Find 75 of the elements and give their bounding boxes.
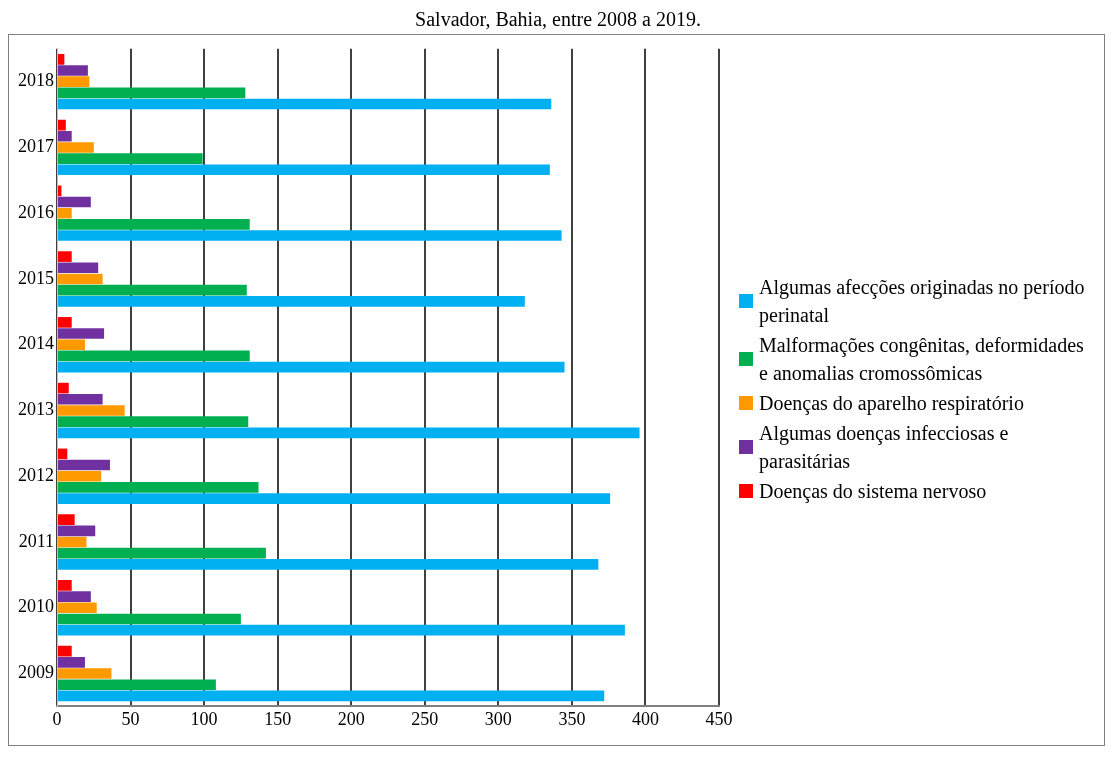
bar: [58, 482, 259, 493]
bar: [58, 525, 96, 537]
x-tick-label: 0: [52, 708, 62, 729]
x-tick-label: 350: [558, 708, 586, 729]
bar: [58, 591, 91, 602]
y-tick-label: 2018: [18, 70, 54, 91]
bar: [58, 119, 66, 131]
y-tick-label: 2016: [18, 201, 54, 222]
bar: [58, 382, 69, 394]
bar: [58, 296, 525, 307]
bar: [58, 350, 250, 362]
x-tick-label: 200: [337, 708, 365, 729]
y-tick-label: 2011: [18, 530, 54, 551]
bar: [58, 657, 85, 668]
bar: [58, 448, 68, 460]
bar: [58, 514, 75, 525]
bar: [58, 427, 640, 439]
bar: [58, 76, 90, 87]
y-tick-label: 2013: [18, 399, 54, 420]
bar: [58, 273, 103, 285]
x-tick-label: 250: [411, 708, 439, 729]
bar: [58, 219, 250, 230]
bar: [58, 559, 599, 570]
bar: [58, 164, 550, 176]
bar: [58, 230, 562, 241]
bar: [58, 98, 552, 110]
legend-label: Doenças do sistema nervoso: [759, 479, 987, 505]
y-tick-label: 2015: [18, 267, 54, 288]
bar: [58, 130, 72, 142]
legend-label: Doenças do aparelho respiratório: [759, 391, 1024, 417]
legend-label: Malformações congênitas, deformidades e anomalias cromossômicas: [759, 333, 1085, 386]
bar: [58, 339, 85, 351]
legend-label: Algumas afecções originadas no período perinatal: [759, 275, 1086, 329]
bar: [58, 679, 216, 691]
bar: [58, 536, 87, 548]
x-tick-label: 100: [190, 708, 218, 729]
bar: [58, 87, 246, 99]
y-tick-label: 2017: [18, 136, 54, 157]
bar: [58, 361, 565, 373]
bar: [58, 645, 72, 657]
bar: [58, 470, 102, 482]
bar: [58, 317, 72, 328]
y-tick-label: 2009: [18, 662, 54, 683]
bar: [58, 668, 112, 679]
bar: [58, 207, 72, 219]
bar: [58, 54, 65, 65]
x-tick-label: 300: [484, 708, 512, 729]
x-tick-label: 150: [264, 708, 292, 729]
bar: [58, 262, 99, 274]
bar: [58, 602, 97, 614]
bar: [58, 416, 249, 427]
y-tick-label: 2010: [18, 596, 54, 617]
bar: [58, 613, 241, 625]
legend-label: Algumas doenças infecciosas e parasitárias: [759, 421, 1010, 475]
bar: [58, 624, 625, 636]
bar: [58, 65, 88, 76]
bar: [58, 196, 91, 208]
bar: [58, 284, 247, 296]
chart-title: Salvador, Bahia, entre 2008 a 2019.: [414, 8, 702, 32]
bar: [58, 142, 94, 153]
bar: [58, 459, 110, 471]
y-tick-label: 2012: [18, 464, 54, 485]
x-tick-label: 400: [631, 708, 659, 729]
bar: [58, 690, 605, 702]
bar: [58, 328, 105, 339]
bar: [58, 547, 266, 559]
bar: [58, 251, 72, 262]
y-tick-label: 2014: [18, 333, 54, 354]
x-tick-label: 450: [705, 708, 733, 729]
x-tick-label: 50: [121, 708, 140, 729]
bar: [58, 405, 125, 416]
bar: [58, 393, 103, 405]
bar: [58, 153, 203, 164]
bar: [58, 580, 72, 591]
bar: [58, 493, 611, 504]
